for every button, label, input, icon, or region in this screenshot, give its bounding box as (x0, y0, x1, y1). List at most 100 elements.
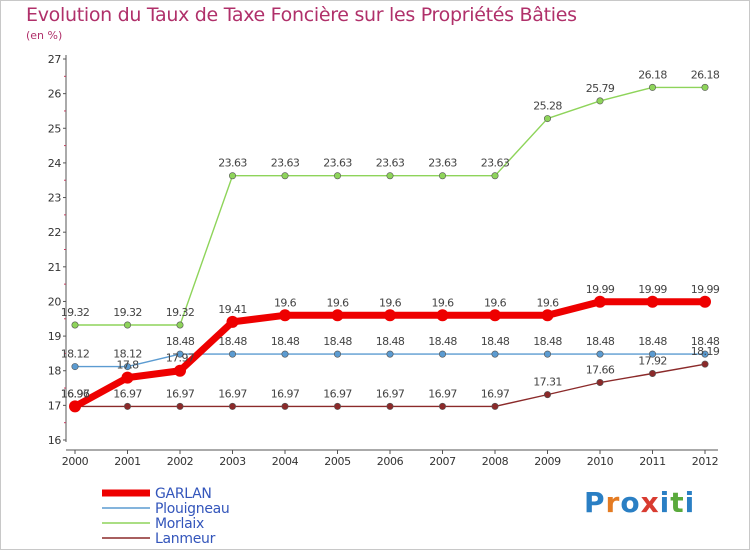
data-point (71, 321, 79, 329)
data-label: 18.19 (691, 345, 720, 358)
data-label: 17.66 (586, 364, 615, 377)
data-point (701, 350, 709, 358)
data-label: 16.97 (271, 387, 300, 400)
data-point (281, 350, 289, 358)
x-tick-label: 2012 (692, 455, 718, 468)
logo-letter: x (640, 486, 660, 519)
data-label: 16.97 (166, 387, 195, 400)
y-tick-label: 23 (48, 192, 62, 205)
data-label: 18.48 (376, 335, 405, 348)
data-point (491, 172, 499, 180)
x-tick-label: 2002 (167, 455, 193, 468)
data-label: 16.97 (323, 387, 352, 400)
logo-letter: r (605, 486, 621, 519)
y-tick-label: 25 (48, 122, 62, 135)
data-label: 18.12 (61, 348, 90, 361)
data-label: 17.92 (638, 354, 667, 367)
data-label: 16.96 (61, 387, 90, 400)
data-point (648, 83, 656, 91)
data-label: 19.32 (61, 306, 90, 319)
data-point (648, 369, 656, 377)
y-tick-label: 26 (48, 88, 62, 101)
data-label: 23.63 (481, 157, 510, 170)
data-point (281, 172, 289, 180)
data-point (176, 321, 184, 329)
data-label: 19.41 (218, 303, 247, 316)
x-tick-label: 2001 (114, 455, 140, 468)
data-label: 16.97 (218, 387, 247, 400)
proxiti-logo: Proxiti (584, 486, 695, 519)
data-point (229, 402, 237, 410)
data-point (541, 309, 554, 322)
data-label: 19.99 (638, 283, 667, 296)
data-label: 18.12 (113, 348, 142, 361)
data-label: 18.48 (481, 335, 510, 348)
unit-label: (en %) (26, 29, 63, 42)
data-point (121, 371, 134, 384)
data-point (229, 172, 237, 180)
data-point (489, 309, 501, 322)
y-tick-label: 16 (48, 434, 62, 447)
logo-letter: P (584, 486, 606, 519)
data-point (124, 402, 132, 410)
data-label: 19.6 (379, 296, 402, 309)
data-label: 18.48 (533, 335, 562, 348)
x-tick-label: 2009 (534, 455, 561, 468)
data-point (279, 309, 291, 322)
data-label: 26.18 (691, 68, 720, 81)
data-label: 16.97 (481, 387, 510, 400)
x-tick-label: 2003 (219, 455, 246, 468)
logo-letter: t (670, 486, 685, 519)
data-label: 17.8 (116, 359, 139, 372)
data-point (124, 363, 132, 371)
data-point (543, 350, 551, 358)
data-label: 18.48 (638, 335, 667, 348)
data-point (333, 172, 341, 180)
data-point (648, 350, 656, 358)
data-point (491, 402, 499, 410)
x-tick-label: 2010 (587, 455, 614, 468)
y-tick-label: 18 (48, 365, 62, 378)
data-point (699, 295, 711, 308)
y-tick-label: 20 (48, 295, 62, 308)
data-point (386, 350, 394, 358)
x-tick-label: 2000 (62, 455, 89, 468)
data-point (438, 172, 446, 180)
chart-title: Evolution du Taux de Taxe Foncière sur l… (26, 4, 577, 26)
data-point (229, 350, 237, 358)
data-point (71, 363, 79, 371)
x-tick-label: 2005 (324, 455, 351, 468)
data-label: 19.6 (431, 296, 454, 309)
data-point (333, 402, 341, 410)
x-tick-label: 2004 (272, 455, 299, 468)
data-label: 18.48 (428, 335, 457, 348)
legend-label-lanmeur: Lanmeur (155, 531, 216, 547)
data-label: 23.63 (376, 157, 405, 170)
data-point (596, 97, 604, 105)
y-tick-label: 19 (48, 330, 62, 343)
series-layer (69, 83, 711, 413)
data-label: 23.63 (271, 157, 300, 170)
x-tick-label: 2007 (429, 455, 456, 468)
data-label: 18.48 (166, 335, 195, 348)
data-point (646, 295, 659, 308)
data-label: 25.79 (586, 82, 615, 95)
data-point (491, 350, 499, 358)
data-label: 17.97 (166, 352, 195, 365)
data-label: 18.48 (218, 335, 247, 348)
data-point (701, 83, 709, 91)
logo-letter: i (684, 486, 696, 519)
data-label: 23.63 (218, 157, 247, 170)
y-tick-label: 27 (48, 53, 62, 66)
legend-label-garlan: GARLAN (155, 486, 212, 502)
data-label: 23.63 (323, 157, 352, 170)
data-label: 23.63 (428, 157, 457, 170)
y-tick-label: 24 (48, 157, 62, 170)
data-point (331, 309, 344, 322)
data-label: 19.99 (691, 283, 720, 296)
data-point (281, 402, 289, 410)
legend-label-plouigneau: Plouigneau (155, 501, 230, 517)
